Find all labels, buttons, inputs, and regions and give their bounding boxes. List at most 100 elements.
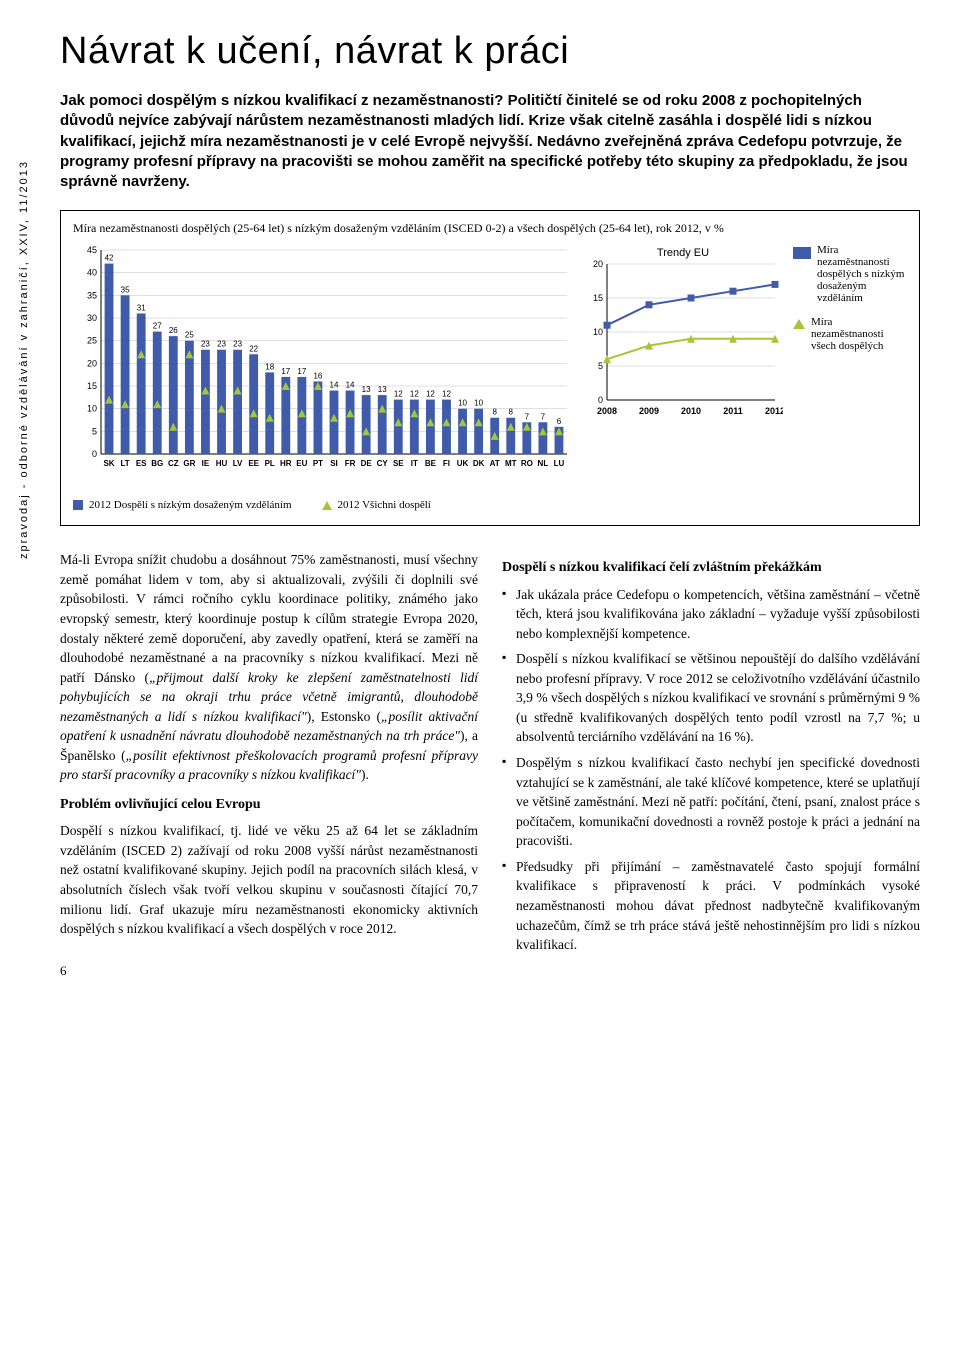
col2-heading: Dospělí s nízkou kvalifikací čelí zvlášt… (502, 558, 920, 578)
svg-text:22: 22 (249, 345, 258, 354)
col2-bullet-2: Dospělí s nízkou kvalifikací se většinou… (502, 649, 920, 747)
svg-text:27: 27 (153, 322, 162, 331)
page-number: 6 (60, 963, 67, 979)
svg-text:15: 15 (87, 381, 97, 391)
svg-text:RO: RO (521, 459, 533, 468)
svg-text:Trendy EU: Trendy EU (657, 247, 709, 259)
col1-heading: Problém ovlivňující celou Evropu (60, 795, 478, 815)
legend-marker-bar-icon (793, 247, 811, 259)
svg-text:SK: SK (103, 459, 114, 468)
bar-chart-svg: 05101520253035404542SK35LT31ES27BG26CZ25… (73, 244, 573, 484)
svg-text:23: 23 (233, 340, 242, 349)
chart-legend-side: Míra nezaměstnanosti dospělých s nízkým … (793, 244, 907, 489)
svg-text:SI: SI (330, 459, 338, 468)
svg-text:IE: IE (202, 459, 210, 468)
svg-text:LU: LU (554, 459, 565, 468)
bottom-legend-all-text: 2012 Všichni dospělí (338, 499, 431, 511)
col1-p1a: Má-li Evropa snížit chudobu a dosáhnout … (60, 552, 478, 684)
svg-text:7: 7 (525, 413, 530, 422)
legend-item-all: Míra nezaměstnanosti všech dospělých (793, 316, 907, 352)
svg-text:13: 13 (378, 385, 387, 394)
svg-text:45: 45 (87, 245, 97, 255)
page-title: Návrat k učení, návrat k práci (60, 30, 920, 73)
bottom-legend-all: 2012 Všichni dospělí (322, 499, 431, 511)
col1-para2: Dospělí s nízkou kvalifikací, tj. lidé v… (60, 821, 478, 938)
legend-all-text: Míra nezaměstnanosti všech dospělých (811, 316, 907, 352)
svg-text:12: 12 (442, 390, 451, 399)
svg-text:LV: LV (233, 459, 243, 468)
chart-container: Míra nezaměstnanosti dospělých (25-64 le… (60, 210, 920, 526)
legend-item-low: Míra nezaměstnanosti dospělých s nízkým … (793, 244, 907, 304)
svg-text:14: 14 (346, 381, 355, 390)
svg-text:HU: HU (216, 459, 228, 468)
svg-text:10: 10 (593, 327, 603, 337)
col1-p1d: ). (361, 767, 369, 782)
svg-text:15: 15 (593, 293, 603, 303)
svg-text:26: 26 (169, 326, 178, 335)
bottom-legend-low-text: 2012 Dospělí s nízkým dosaženým vzdělání… (89, 499, 292, 511)
svg-text:30: 30 (87, 313, 97, 323)
svg-text:FR: FR (345, 459, 356, 468)
svg-text:8: 8 (492, 408, 497, 417)
svg-text:MT: MT (505, 459, 517, 468)
svg-text:13: 13 (362, 385, 371, 394)
svg-text:42: 42 (105, 254, 114, 263)
svg-text:10: 10 (458, 399, 467, 408)
svg-text:HR: HR (280, 459, 292, 468)
svg-text:10: 10 (87, 404, 97, 414)
svg-text:5: 5 (598, 361, 603, 371)
svg-text:7: 7 (541, 413, 546, 422)
legend-low-text: Míra nezaměstnanosti dospělých s nízkým … (817, 244, 907, 304)
svg-text:2012: 2012 (765, 406, 783, 416)
svg-text:12: 12 (410, 390, 419, 399)
svg-text:BG: BG (151, 459, 163, 468)
bottom-legend-low: 2012 Dospělí s nízkým dosaženým vzdělání… (73, 499, 292, 511)
svg-text:20: 20 (593, 259, 603, 269)
svg-text:16: 16 (313, 372, 322, 381)
svg-text:25: 25 (185, 331, 194, 340)
svg-text:2011: 2011 (723, 406, 743, 416)
col1-para1: Má-li Evropa snížit chudobu a dosáhnout … (60, 550, 478, 785)
spine-text: zpravodaj - odborné vzdělávání v zahrani… (18, 160, 30, 760)
svg-text:DE: DE (361, 459, 373, 468)
svg-text:0: 0 (598, 395, 603, 405)
svg-text:2009: 2009 (639, 406, 659, 416)
svg-text:14: 14 (330, 381, 339, 390)
svg-text:12: 12 (394, 390, 403, 399)
chart-main: 05101520253035404542SK35LT31ES27BG26CZ25… (73, 244, 573, 489)
svg-text:8: 8 (509, 408, 514, 417)
svg-text:EE: EE (248, 459, 259, 468)
svg-text:25: 25 (87, 336, 97, 346)
svg-text:FI: FI (443, 459, 450, 468)
svg-text:17: 17 (281, 367, 290, 376)
triangle-icon (322, 501, 332, 510)
col2-bullet-4: Předsudky při přijímání – zaměstnavatelé… (502, 857, 920, 955)
chart-title: Míra nezaměstnanosti dospělých (25-64 le… (73, 221, 907, 236)
svg-text:LT: LT (121, 459, 130, 468)
square-icon (73, 500, 83, 510)
svg-text:NL: NL (538, 459, 549, 468)
svg-text:6: 6 (557, 417, 562, 426)
svg-text:DK: DK (473, 459, 485, 468)
svg-text:23: 23 (217, 340, 226, 349)
svg-text:20: 20 (87, 359, 97, 369)
svg-text:2010: 2010 (681, 406, 701, 416)
svg-text:CZ: CZ (168, 459, 179, 468)
legend-marker-triangle-icon (793, 319, 805, 329)
svg-text:0: 0 (92, 449, 97, 459)
svg-text:5: 5 (92, 427, 97, 437)
svg-text:IT: IT (411, 459, 418, 468)
svg-text:18: 18 (265, 363, 274, 372)
svg-text:PL: PL (265, 459, 275, 468)
svg-text:35: 35 (87, 291, 97, 301)
trend-chart-svg: Trendy EU0510152020082009201020112012 (583, 244, 783, 424)
svg-text:PT: PT (313, 459, 323, 468)
col2-bullet-3: Dospělým s nízkou kvalifikací často nech… (502, 753, 920, 851)
svg-text:BE: BE (425, 459, 437, 468)
column-left: Má-li Evropa snížit chudobu a dosáhnout … (60, 550, 478, 960)
col1-p1b: ), Estonsko ( (307, 709, 381, 724)
svg-text:ES: ES (136, 459, 147, 468)
chart-bottom-legend: 2012 Dospělí s nízkým dosaženým vzdělání… (73, 499, 907, 511)
svg-text:EU: EU (296, 459, 307, 468)
svg-text:UK: UK (457, 459, 469, 468)
